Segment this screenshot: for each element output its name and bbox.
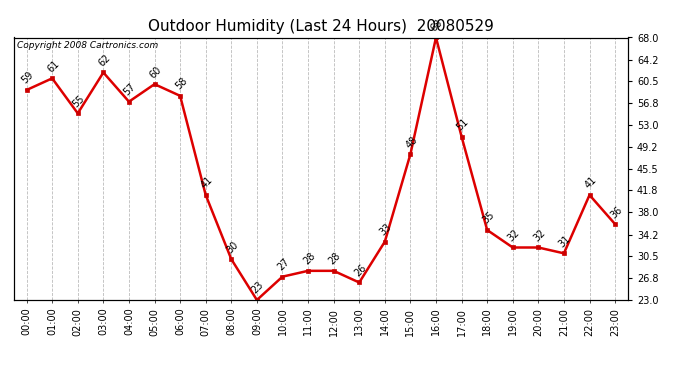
Text: 33: 33 xyxy=(378,222,393,237)
Text: 57: 57 xyxy=(122,82,138,98)
Text: 60: 60 xyxy=(148,64,164,80)
Text: 62: 62 xyxy=(97,53,112,68)
Text: 41: 41 xyxy=(582,175,598,191)
Text: 32: 32 xyxy=(531,228,547,243)
Text: 58: 58 xyxy=(173,76,189,92)
Text: 30: 30 xyxy=(224,239,240,255)
Text: 36: 36 xyxy=(608,204,624,220)
Text: 35: 35 xyxy=(480,210,496,226)
Text: 59: 59 xyxy=(19,70,35,86)
Text: 26: 26 xyxy=(353,262,368,278)
Text: 32: 32 xyxy=(506,228,522,243)
Text: 28: 28 xyxy=(301,251,317,267)
Text: 27: 27 xyxy=(275,256,291,273)
Text: 31: 31 xyxy=(557,233,573,249)
Text: 61: 61 xyxy=(46,58,61,74)
Text: 28: 28 xyxy=(326,251,342,267)
Text: 55: 55 xyxy=(71,93,87,109)
Text: 51: 51 xyxy=(455,117,471,132)
Text: 41: 41 xyxy=(199,175,215,191)
Text: Copyright 2008 Cartronics.com: Copyright 2008 Cartronics.com xyxy=(17,42,158,51)
Text: 23: 23 xyxy=(250,280,266,296)
Text: 68: 68 xyxy=(429,18,445,33)
Title: Outdoor Humidity (Last 24 Hours)  20080529: Outdoor Humidity (Last 24 Hours) 2008052… xyxy=(148,18,494,33)
Text: 48: 48 xyxy=(404,134,420,150)
